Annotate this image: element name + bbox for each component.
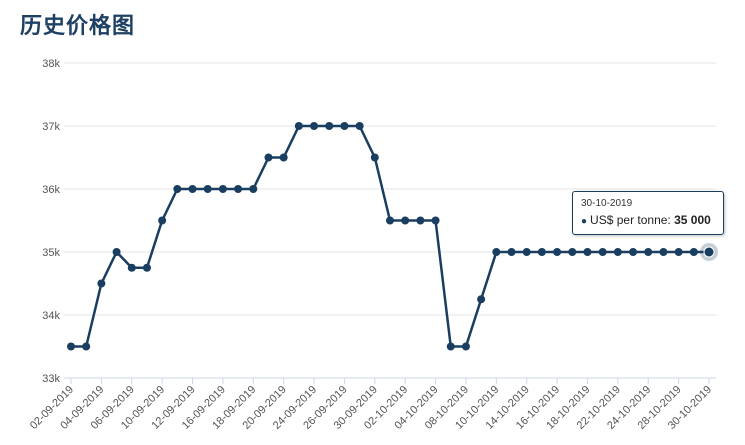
data-point[interactable]	[446, 342, 455, 351]
y-axis-labels: 33k 34k 35k 36k 37k 38k	[42, 58, 60, 385]
y-tick-label: 33k	[42, 373, 60, 385]
data-point[interactable]	[294, 122, 303, 130]
data-point[interactable]	[659, 248, 668, 256]
y-tick-label: 38k	[42, 58, 60, 70]
data-point[interactable]	[522, 248, 531, 256]
x-axis	[64, 377, 716, 384]
data-point[interactable]	[67, 342, 75, 351]
data-point[interactable]	[613, 248, 622, 256]
data-point[interactable]	[703, 246, 715, 258]
data-point[interactable]	[82, 342, 91, 351]
data-point[interactable]	[97, 279, 106, 288]
tooltip-series-label: US$ per tonne:	[590, 213, 675, 227]
data-point[interactable]	[142, 263, 151, 272]
data-point[interactable]	[203, 185, 212, 193]
price-series[interactable]	[67, 122, 718, 351]
data-point[interactable]	[325, 122, 334, 130]
tooltip-date: 30-10-2019	[581, 198, 633, 209]
data-point[interactable]	[279, 153, 288, 162]
y-tick-label: 36k	[42, 184, 60, 196]
data-point[interactable]	[477, 295, 486, 304]
data-tooltip: 30-10-2019 ● US$ per tonne: 35 000	[572, 191, 724, 235]
data-point[interactable]	[537, 248, 546, 256]
data-point[interactable]	[553, 248, 562, 256]
tooltip-bullet-icon: ●	[581, 216, 588, 227]
data-point[interactable]	[401, 216, 410, 225]
tooltip-row: ● US$ per tonne: 35 000	[581, 213, 715, 227]
x-axis-labels: 02-09-201904-09-201906-09-201910-09-2019…	[28, 384, 714, 432]
data-point[interactable]	[461, 342, 470, 351]
series-line	[71, 124, 709, 348]
data-point[interactable]	[112, 248, 121, 256]
data-point[interactable]	[355, 122, 364, 130]
data-point[interactable]	[416, 216, 425, 225]
data-point[interactable]	[310, 122, 319, 130]
data-point[interactable]	[644, 248, 653, 256]
data-point[interactable]	[492, 248, 501, 256]
data-point[interactable]	[431, 216, 440, 225]
data-point[interactable]	[234, 185, 243, 193]
data-point[interactable]	[583, 248, 592, 256]
y-tick-label: 35k	[42, 247, 60, 259]
page-title: 历史价格图	[20, 14, 136, 39]
data-point[interactable]	[598, 248, 607, 256]
data-point[interactable]	[370, 153, 379, 162]
data-point[interactable]	[218, 185, 227, 193]
y-tick-label: 37k	[42, 121, 60, 133]
tooltip-value: 35 000	[674, 213, 711, 227]
data-point[interactable]	[158, 216, 167, 225]
data-point[interactable]	[507, 248, 516, 256]
data-point[interactable]	[386, 216, 394, 225]
data-point[interactable]	[264, 153, 273, 162]
data-point[interactable]	[188, 185, 197, 193]
data-point[interactable]	[127, 263, 136, 272]
y-tick-label: 34k	[42, 310, 60, 322]
data-point[interactable]	[674, 248, 683, 256]
data-point[interactable]	[249, 185, 258, 193]
data-point[interactable]	[629, 248, 638, 256]
data-point[interactable]	[689, 248, 698, 256]
data-point[interactable]	[568, 248, 577, 256]
data-point[interactable]	[173, 185, 182, 193]
data-point[interactable]	[340, 122, 349, 130]
grid-lines	[64, 62, 716, 316]
